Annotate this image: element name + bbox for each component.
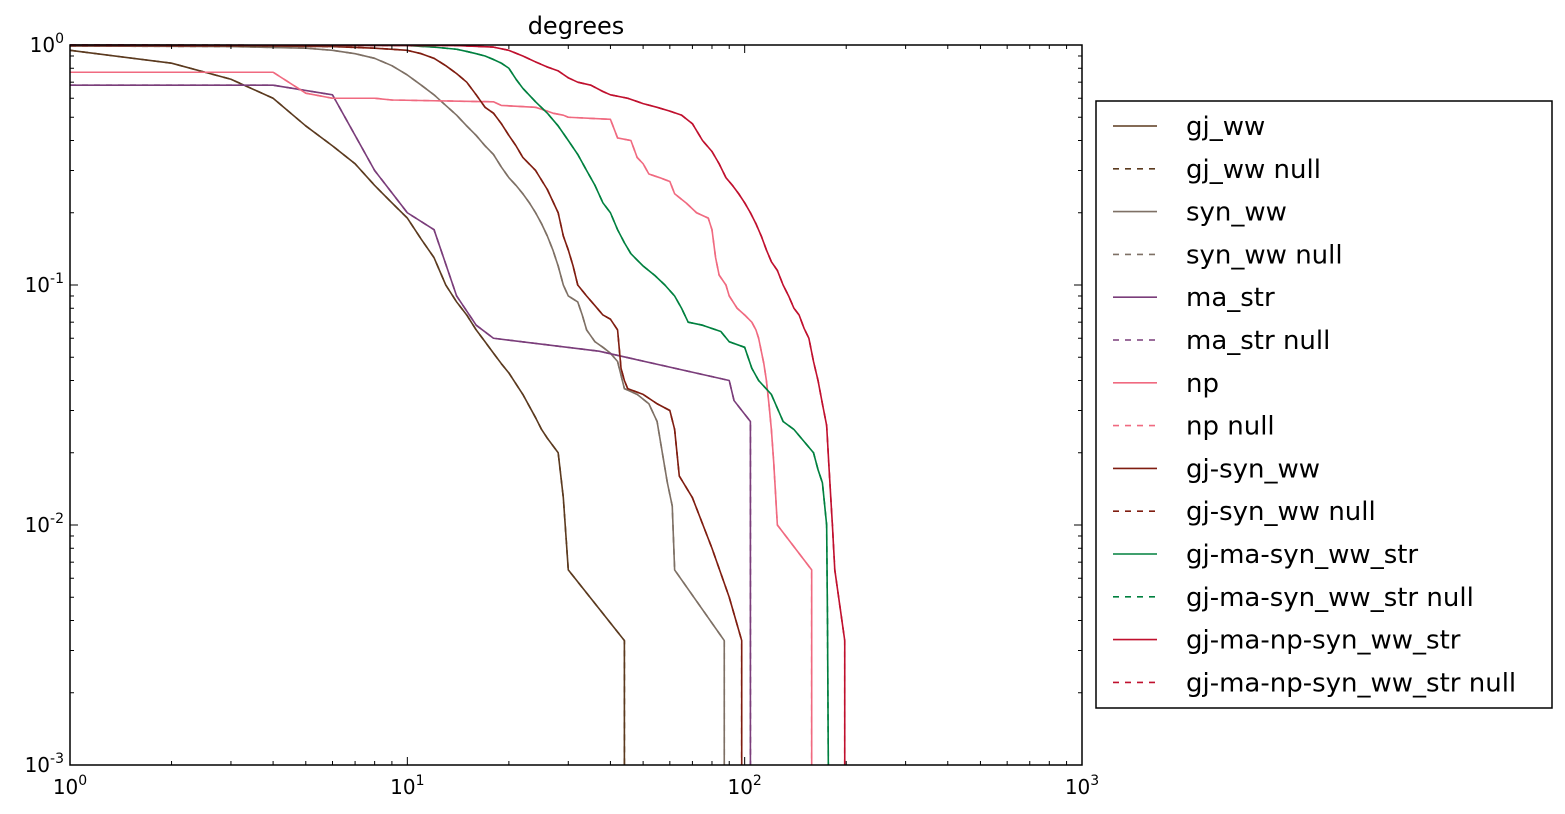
x-tick-label: 100 — [53, 773, 87, 799]
series-line-12 — [69, 44, 830, 766]
series-line-7 — [70, 71, 813, 765]
legend-label: syn_ww — [1186, 198, 1287, 228]
x-tick-label: 102 — [727, 773, 761, 799]
legend-label: ma_str null — [1186, 326, 1330, 356]
series-line-2 — [69, 49, 626, 765]
legend-label: np null — [1186, 412, 1275, 442]
legend-label: gj-syn_ww — [1186, 454, 1320, 484]
legend: gj_ww gj_ww null syn_ww syn_ww null ma_strma… — [1095, 100, 1553, 709]
legend-label: ma_str — [1186, 283, 1275, 313]
legend-label: gj-syn_ww null — [1186, 497, 1376, 527]
y-tick-label: 10-1 — [25, 271, 64, 297]
legend-label: np — [1186, 369, 1219, 399]
legend-label: syn_ww null — [1186, 240, 1343, 270]
chart-title: degrees — [528, 12, 625, 40]
x-tick-label: 101 — [390, 773, 424, 799]
series-line-6 — [70, 84, 752, 765]
legend-label: gj_ww null — [1186, 155, 1321, 185]
legend-label: gj-ma-np-syn_ww_str — [1186, 626, 1461, 656]
legend-label: gj-ma-syn_ww_str null — [1186, 583, 1474, 613]
legend-box — [1095, 100, 1553, 709]
y-tick-label: 10-3 — [25, 751, 64, 777]
y-tick-label: 10-2 — [25, 511, 64, 537]
series-line-4 — [69, 45, 726, 765]
legend-label: gj_ww — [1186, 112, 1265, 142]
ticks-layer: 100 101 102 103 10-3 10-2 10-1 100 — [25, 31, 1100, 799]
legend-label: gj-ma-syn_ww_str — [1186, 540, 1418, 570]
series-line-14 — [69, 44, 846, 765]
series-line-10 — [69, 44, 743, 765]
series-layer — [69, 44, 846, 766]
x-tick-label: 103 — [1065, 773, 1099, 799]
legend-label: gj-ma-np-syn_ww_str null — [1186, 668, 1516, 698]
y-tick-label: 100 — [30, 31, 64, 57]
plot-area-frame — [69, 44, 1083, 766]
